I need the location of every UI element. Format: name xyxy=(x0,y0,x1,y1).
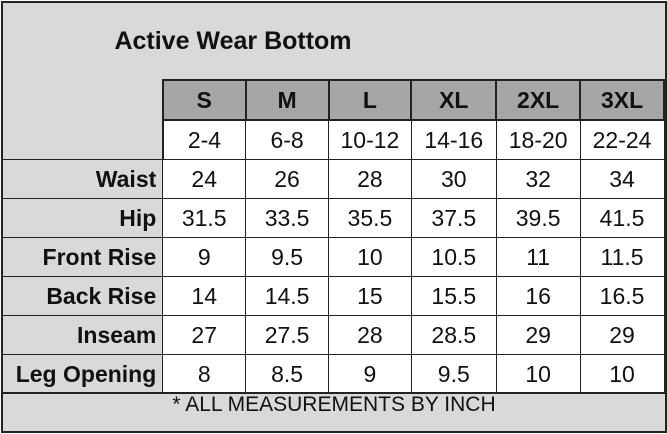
value-cell: 26 xyxy=(245,159,329,199)
value-cell: 27 xyxy=(162,315,247,355)
size-header: L xyxy=(327,79,413,121)
value-cell: 24 xyxy=(162,159,247,199)
row-label: Inseam xyxy=(3,315,164,355)
value-cell: 41.5 xyxy=(579,198,665,238)
value-cell: 15 xyxy=(328,276,412,316)
value-cell: 8.5 xyxy=(245,354,329,394)
value-cell: 10 xyxy=(495,354,581,394)
value-cell: 28 xyxy=(328,315,412,355)
value-cell: 28 xyxy=(328,159,412,199)
range-cell: 2-4 xyxy=(162,119,247,160)
range-cell: 6-8 xyxy=(245,119,329,160)
value-cell: 37.5 xyxy=(410,198,497,238)
table-row: Leg Opening 8 8.5 9 9.5 10 10 xyxy=(3,354,665,394)
value-cell: 29 xyxy=(495,315,581,355)
size-header: M xyxy=(244,79,330,121)
value-cell: 28.5 xyxy=(410,315,497,355)
value-cell: 31.5 xyxy=(162,198,247,238)
value-cell: 15.5 xyxy=(410,276,497,316)
value-cell: 10.5 xyxy=(410,237,497,277)
blank-cell xyxy=(3,120,164,160)
table-row: Waist 24 26 28 30 32 34 xyxy=(3,159,665,199)
value-cell: 8 xyxy=(162,354,247,394)
value-cell: 11.5 xyxy=(579,237,665,277)
size-header: 3XL xyxy=(579,79,665,121)
row-label: Waist xyxy=(3,159,164,199)
value-cell: 9 xyxy=(328,354,412,394)
value-cell: 39.5 xyxy=(495,198,581,238)
value-cell: 14.5 xyxy=(245,276,329,316)
value-cell: 9.5 xyxy=(410,354,497,394)
size-table: S M L XL 2XL 3XL 2-4 6-8 10-12 14-16 18-20 22-24 Wai… xyxy=(3,79,665,394)
value-cell: 27.5 xyxy=(245,315,329,355)
value-cell: 33.5 xyxy=(245,198,329,238)
blank-cell xyxy=(3,80,164,120)
measurement-note: * ALL MEASUREMENTS BY INCH xyxy=(3,392,665,432)
value-cell: 14 xyxy=(162,276,247,316)
row-label: Leg Opening xyxy=(3,354,164,394)
row-label: Hip xyxy=(3,198,164,238)
range-cell: 22-24 xyxy=(579,119,665,160)
row-label: Back Rise xyxy=(3,276,164,316)
size-header: XL xyxy=(410,79,498,121)
value-cell: 11 xyxy=(495,237,581,277)
table-row: Back Rise 14 14.5 15 15.5 16 16.5 xyxy=(3,276,665,316)
value-cell: 10 xyxy=(579,354,665,394)
value-cell: 34 xyxy=(579,159,665,199)
row-label: Front Rise xyxy=(3,237,164,277)
table-row: Hip 31.5 33.5 35.5 37.5 39.5 41.5 xyxy=(3,198,665,238)
range-row: 2-4 6-8 10-12 14-16 18-20 22-24 xyxy=(3,119,665,160)
table-row: Front Rise 9 9.5 10 10.5 11 11.5 xyxy=(3,237,665,277)
value-cell: 16 xyxy=(495,276,581,316)
size-header: 2XL xyxy=(495,79,582,121)
size-header-row: S M L XL 2XL 3XL xyxy=(3,79,665,121)
value-cell: 35.5 xyxy=(328,198,412,238)
chart-title: Active Wear Bottom xyxy=(114,27,352,55)
value-cell: 30 xyxy=(410,159,497,199)
value-cell: 10 xyxy=(328,237,412,277)
value-cell: 32 xyxy=(495,159,581,199)
value-cell: 9 xyxy=(162,237,247,277)
range-cell: 14-16 xyxy=(410,119,497,160)
range-cell: 18-20 xyxy=(495,119,581,160)
table-row: Inseam 27 27.5 28 28.5 29 29 xyxy=(3,315,665,355)
value-cell: 29 xyxy=(579,315,665,355)
value-cell: 9.5 xyxy=(245,237,329,277)
size-header: S xyxy=(161,79,247,121)
value-cell: 16.5 xyxy=(579,276,665,316)
range-cell: 10-12 xyxy=(328,119,412,160)
